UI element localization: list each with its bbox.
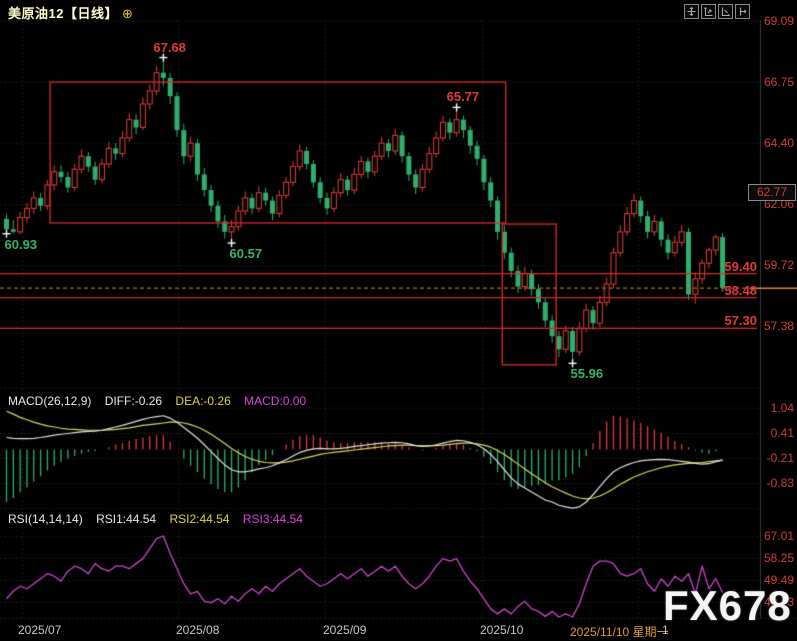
rsi-params-label: RSI(14,14,14) bbox=[8, 512, 83, 526]
axis-tick-label: 67.01 bbox=[763, 528, 794, 543]
macd-params-label: MACD(26,12,9) bbox=[8, 394, 92, 408]
hline-price-label: 57.30 bbox=[724, 313, 757, 329]
macd-diff-value: DIFF:-0.26 bbox=[104, 394, 163, 408]
rsi2-value: RSI2:44.54 bbox=[169, 512, 230, 526]
pan-tool-button[interactable] bbox=[684, 4, 699, 19]
add-indicator-icon[interactable]: ⊕ bbox=[121, 6, 134, 21]
time-axis-label: 2025/08 bbox=[176, 623, 220, 637]
axis-tick-label: 1.04 bbox=[770, 400, 794, 415]
y-axis-scale-button[interactable] bbox=[701, 4, 716, 19]
fx678-watermark: FX678 bbox=[663, 582, 792, 629]
axis-tick-label: 57.38 bbox=[763, 319, 794, 334]
axis-tick-label: 69.09 bbox=[763, 13, 794, 28]
axis-tick-label: 49.49 bbox=[763, 572, 794, 587]
annotation-low-label: 60.57 bbox=[229, 246, 263, 262]
time-axis-label: 2025/07 bbox=[18, 623, 62, 637]
symbol-title-text: 美原油12【日线】 bbox=[8, 6, 118, 21]
time-axis-label: 2025/09 bbox=[323, 623, 367, 637]
annotation-low-label: 60.93 bbox=[4, 236, 38, 252]
time-axis-current-date-label: 2025/11/10 星期一 bbox=[570, 625, 669, 639]
hline-price-label: 58.48 bbox=[724, 282, 757, 298]
axis-tick-label: 66.75 bbox=[763, 74, 794, 89]
axis-tick-label: -0.83 bbox=[766, 476, 794, 491]
macd-macd-value: MACD:0.00 bbox=[244, 394, 307, 408]
shift-right-button[interactable] bbox=[735, 4, 750, 19]
axis-tick-label: 40.73 bbox=[763, 595, 794, 609]
rsi-legend: RSI(14,14,14) RSI1:44.54 RSI2:44.54 RSI3… bbox=[8, 512, 313, 526]
rsi3-value: RSI3:44.54 bbox=[242, 512, 303, 526]
axis-tick-label: -0.21 bbox=[766, 451, 794, 466]
shift-right-icon bbox=[738, 7, 747, 16]
axis-tick-label: 59.72 bbox=[763, 258, 794, 273]
macd-legend: MACD(26,12,9) DIFF:-0.26 DEA:-0.26 MACD:… bbox=[8, 394, 316, 408]
chart-toolbar bbox=[684, 4, 750, 19]
pan-tool-icon bbox=[687, 7, 696, 16]
axis-tick-label: 58.25 bbox=[763, 550, 794, 565]
x-axis-scale-button[interactable] bbox=[718, 4, 733, 19]
axis-tick-label: 0.41 bbox=[770, 426, 794, 441]
y-axis-scale-icon bbox=[704, 7, 713, 16]
annotation-low-label: 55.96 bbox=[570, 366, 604, 382]
rsi1-value: RSI1:44.54 bbox=[96, 512, 157, 526]
macd-dea-value: DEA:-0.26 bbox=[175, 394, 231, 408]
time-axis-label: 2025/10 bbox=[480, 623, 524, 637]
boxed-price-label: 62.77 bbox=[748, 184, 796, 201]
hline-price-label: 59.40 bbox=[724, 258, 757, 274]
annotation-high-label: 67.68 bbox=[153, 39, 186, 55]
annotation-high-label: 65.77 bbox=[446, 89, 480, 105]
time-axis-label: 1 bbox=[662, 623, 669, 637]
symbol-title: 美原油12【日线】 ⊕ bbox=[8, 3, 133, 22]
x-axis-scale-icon bbox=[721, 7, 730, 16]
axis-tick-label: 64.40 bbox=[763, 136, 794, 151]
